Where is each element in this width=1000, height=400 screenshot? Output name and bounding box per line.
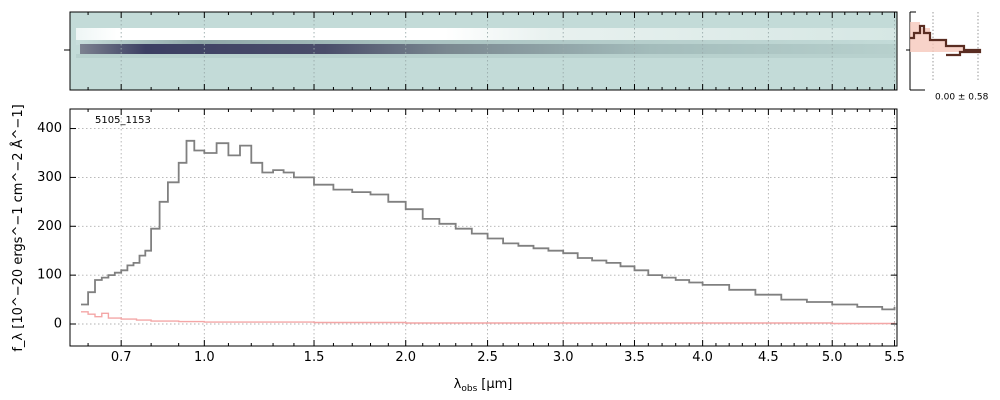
x-tick-label: 4.5 xyxy=(758,350,779,365)
y-tick-label: 400 xyxy=(37,121,62,136)
x-tick-label: 4.0 xyxy=(692,350,713,365)
main-series xyxy=(81,139,896,325)
profile-line xyxy=(910,24,982,57)
x-tick-labels: 0.7 1.0 1.5 2.0 2.5 3.0 3.5 4.0 4.5 5.0 5.5 xyxy=(111,350,905,365)
main-gridlines xyxy=(70,109,897,346)
spectrum-2d-frame xyxy=(69,11,898,91)
x-tick-label: 2.5 xyxy=(477,350,498,365)
flux-line xyxy=(81,139,896,311)
x-tick-label: 3.0 xyxy=(553,350,574,365)
spectrum-2d-mid-band xyxy=(76,40,896,45)
y-tick-label: 0 xyxy=(54,317,62,332)
x-tick-label: 1.5 xyxy=(304,350,325,365)
spectrum-2d-gridlines xyxy=(120,12,895,90)
error-line xyxy=(81,311,896,325)
plot-area xyxy=(70,109,897,346)
x-tick-label: 2.0 xyxy=(395,350,416,365)
y-axis-label: f_λ [10^−20 ergs^−1 cm^−2 Å^−1] xyxy=(10,104,26,351)
y-tick-label: 100 xyxy=(37,268,62,283)
x-tick-label: 5.5 xyxy=(884,350,905,365)
spectrum-2d-bright-band xyxy=(76,28,896,42)
x-tick-label: 1.0 xyxy=(194,350,215,365)
y-tick-label: 300 xyxy=(37,170,62,185)
profile-annotation: 0.00 ± 0.58 xyxy=(935,93,989,103)
plot-frame xyxy=(69,108,898,347)
x-axis-label: λobs [μm] xyxy=(454,377,513,394)
x-axis-label-main: λ xyxy=(454,377,462,392)
profile-fill xyxy=(910,22,963,52)
y-tick-label: 200 xyxy=(37,219,62,234)
x-tick-label: 5.0 xyxy=(822,350,843,365)
profile-panel: 0.00 ± 0.58 xyxy=(906,11,989,103)
spectrum-1d-panel: 0 100 200 300 400 0.7 1.0 1.5 2.0 2.5 3.0 3.5 4.0 4.… xyxy=(10,104,905,394)
x-axis-label-unit: [μm] xyxy=(481,377,512,392)
y-tick-labels: 0 100 200 300 400 xyxy=(37,121,62,331)
spectrum-label: 5105_1153 xyxy=(95,115,151,126)
spectrum-2d-panel xyxy=(64,11,898,91)
x-tick-label: 0.7 xyxy=(111,350,132,365)
spectrum-2d-edge xyxy=(76,54,896,58)
x-tick-label: 3.5 xyxy=(624,350,645,365)
x-axis-label-sub: obs xyxy=(461,384,477,394)
